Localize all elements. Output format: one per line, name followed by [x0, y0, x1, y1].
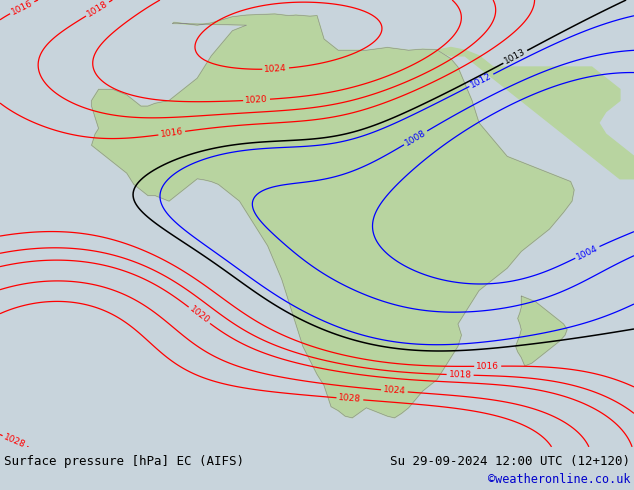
Text: 1016: 1016 — [160, 127, 184, 139]
Text: 1020: 1020 — [188, 305, 211, 326]
Text: 1018: 1018 — [448, 370, 472, 380]
Text: 1020: 1020 — [245, 95, 268, 105]
Polygon shape — [91, 14, 574, 418]
Text: 1024: 1024 — [264, 64, 287, 74]
Text: 1012: 1012 — [469, 71, 493, 90]
Polygon shape — [437, 48, 634, 179]
Text: 1024: 1024 — [383, 386, 406, 396]
Text: 1016: 1016 — [476, 362, 499, 371]
Text: 1013: 1013 — [503, 48, 527, 66]
Polygon shape — [515, 296, 567, 366]
Text: 1016: 1016 — [10, 0, 34, 17]
Text: 1028: 1028 — [338, 393, 361, 404]
Text: 1018: 1018 — [86, 0, 110, 19]
Text: ©weatheronline.co.uk: ©weatheronline.co.uk — [488, 473, 630, 487]
Text: 1028: 1028 — [3, 433, 27, 450]
Text: 1008: 1008 — [403, 128, 428, 147]
Text: Surface pressure [hPa] EC (AIFS): Surface pressure [hPa] EC (AIFS) — [4, 455, 244, 468]
Text: Su 29-09-2024 12:00 UTC (12+120): Su 29-09-2024 12:00 UTC (12+120) — [390, 455, 630, 468]
Text: 1004: 1004 — [575, 243, 600, 261]
